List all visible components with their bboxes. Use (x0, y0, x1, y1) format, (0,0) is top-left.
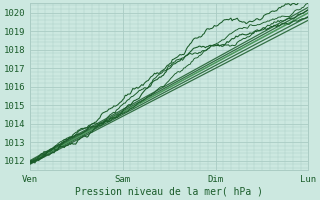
X-axis label: Pression niveau de la mer( hPa ): Pression niveau de la mer( hPa ) (75, 187, 263, 197)
